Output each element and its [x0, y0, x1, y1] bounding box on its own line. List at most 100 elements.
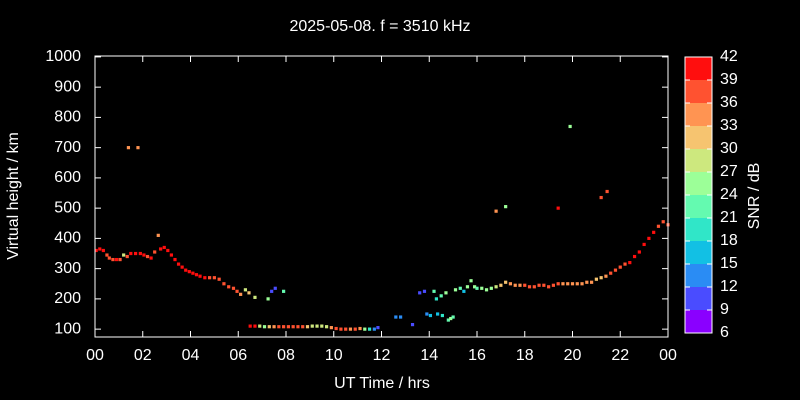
data-point: [436, 312, 440, 316]
data-point: [282, 325, 286, 329]
colorbar-band: [685, 310, 712, 333]
data-point: [446, 318, 450, 322]
x-tick-label: 12: [373, 347, 391, 364]
data-point: [504, 205, 508, 209]
data-point: [353, 327, 357, 331]
data-point: [266, 297, 270, 301]
data-point: [652, 230, 656, 234]
data-point: [334, 326, 338, 331]
data-point: [145, 254, 150, 259]
data-point: [394, 315, 398, 319]
data-point: [444, 291, 448, 295]
data-point: [227, 285, 231, 289]
data-point: [107, 256, 111, 260]
data-point: [623, 262, 627, 266]
data-point: [247, 291, 251, 295]
data-point: [647, 236, 651, 240]
colorbar-tick-label: 18: [720, 232, 738, 249]
colorbar-tick-label: 42: [720, 48, 738, 65]
data-point: [605, 189, 609, 194]
colorbar-band: [685, 126, 712, 149]
data-point: [449, 316, 453, 321]
data-point: [458, 286, 462, 290]
y-tick-label: 300: [54, 260, 81, 277]
colorbar-band: [685, 195, 712, 218]
data-point: [599, 195, 603, 200]
data-point: [439, 294, 443, 298]
data-point: [551, 283, 555, 287]
data-point: [570, 282, 575, 286]
data-point: [410, 322, 415, 327]
data-point: [248, 324, 252, 328]
colorbar-band: [685, 172, 712, 195]
data-point: [637, 250, 641, 254]
data-point: [243, 288, 248, 292]
data-point: [282, 289, 286, 293]
data-point: [162, 245, 166, 250]
colorbar-tick-label: 39: [720, 71, 738, 88]
data-point: [291, 325, 295, 329]
x-tick-label: 22: [611, 347, 629, 364]
data-point: [305, 325, 310, 329]
data-point: [142, 253, 146, 257]
data-point: [432, 289, 436, 293]
data-point: [111, 257, 115, 262]
data-point: [428, 313, 433, 318]
data-point: [98, 247, 102, 251]
chart-title: 2025-05-08. f = 3510 kHz: [289, 18, 470, 35]
data-point: [301, 325, 305, 329]
data-point: [542, 283, 546, 287]
data-point: [194, 273, 199, 277]
colorbar-tick-label: 21: [720, 209, 738, 226]
data-point: [566, 282, 570, 286]
data-point: [480, 286, 484, 290]
y-tick-label: 200: [54, 290, 81, 307]
data-point: [575, 282, 579, 286]
data-point: [462, 289, 466, 293]
data-point: [310, 324, 314, 328]
y-axis-label: Virtual height / km: [5, 132, 22, 260]
data-point: [122, 253, 126, 257]
y-tick-label: 700: [54, 139, 81, 156]
data-point: [118, 257, 122, 262]
data-point: [499, 283, 503, 287]
data-point: [253, 295, 257, 299]
x-tick-label: 06: [229, 347, 247, 364]
data-point: [604, 274, 608, 278]
data-point: [613, 268, 618, 272]
colorbar-band: [685, 80, 712, 103]
data-point: [94, 248, 98, 253]
data-point: [101, 248, 105, 253]
data-point: [320, 324, 324, 328]
data-point: [451, 315, 455, 319]
y-tick-label: 800: [54, 109, 81, 126]
data-point: [180, 265, 184, 269]
x-tick-label: 14: [420, 347, 438, 364]
data-point: [556, 282, 560, 286]
data-point: [465, 285, 470, 289]
data-point: [203, 276, 207, 280]
data-point: [484, 288, 489, 292]
data-point: [212, 276, 216, 280]
x-tick-label: 18: [516, 347, 534, 364]
x-tick-label: 00: [659, 347, 677, 364]
colorbar-tick-label: 9: [720, 301, 729, 318]
data-point: [425, 312, 429, 316]
colorbar-band: [685, 241, 712, 264]
data-point: [585, 280, 589, 284]
data-point: [208, 276, 212, 280]
colorbar-band: [685, 218, 712, 241]
colorbar-label: SNR / dB: [746, 163, 763, 230]
colorbar-band: [685, 264, 712, 287]
data-point: [556, 206, 560, 210]
data-point: [469, 279, 473, 283]
colorbar-band: [685, 57, 712, 80]
data-point: [399, 315, 403, 319]
data-point: [277, 325, 281, 329]
x-tick-label: 08: [277, 347, 295, 364]
data-point: [513, 283, 517, 287]
data-point: [270, 289, 274, 293]
data-point: [434, 297, 439, 301]
